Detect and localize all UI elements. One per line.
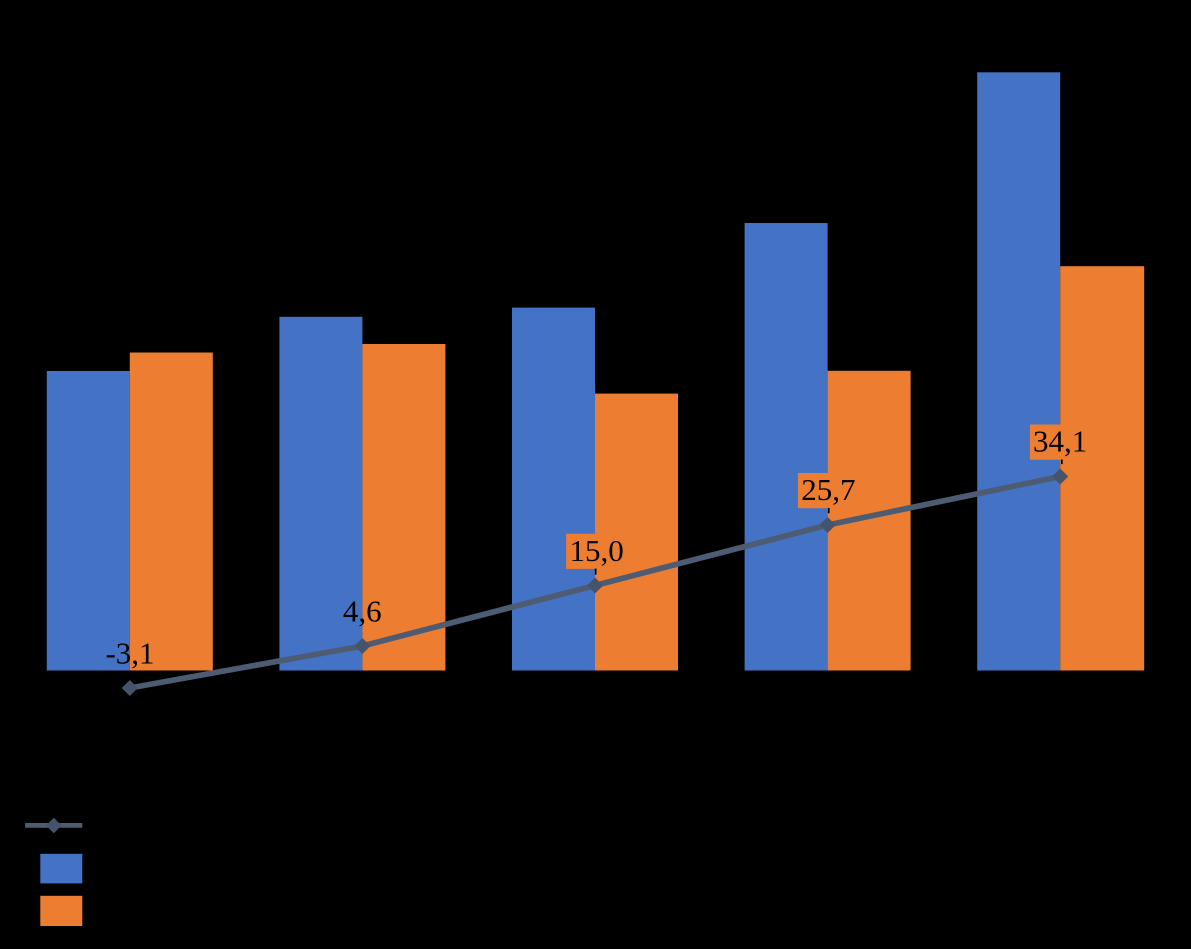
svg-text:25,7: 25,7 <box>801 472 855 507</box>
svg-text:4,6: 4,6 <box>343 593 382 628</box>
svg-text:-3,1: -3,1 <box>105 635 154 670</box>
svg-text:34,1: 34,1 <box>1033 424 1087 459</box>
svg-text:15,0: 15,0 <box>569 533 623 568</box>
